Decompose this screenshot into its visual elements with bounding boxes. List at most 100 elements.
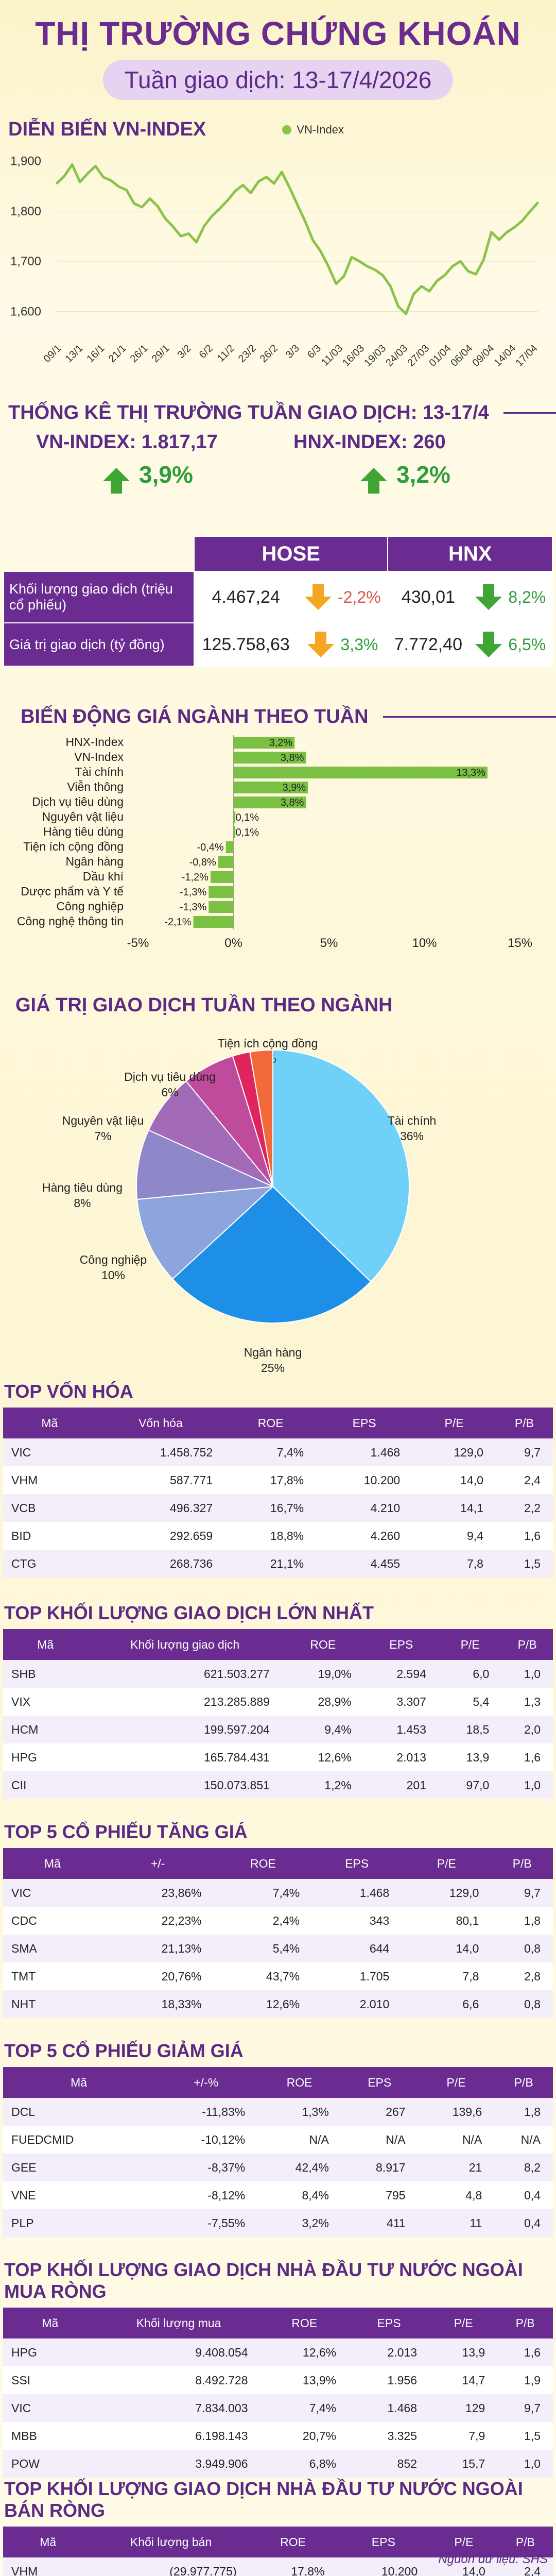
data-point	[467, 270, 469, 273]
table-cell: 7,4%	[260, 2394, 349, 2422]
x-tick-label: 3/3	[284, 343, 302, 361]
column-header: Khối lượng mua	[97, 2308, 260, 2338]
table-cell: 2,4%	[214, 1907, 312, 1935]
data-point	[514, 226, 516, 228]
section-title: TOP 5 CỔ PHIẾU TĂNG GIÁ	[4, 1821, 248, 1842]
table-cell: 8.492.728	[97, 2366, 260, 2394]
table-cell: 10.200	[316, 1466, 413, 1494]
column-header: +/-%	[154, 2067, 258, 2098]
pie-section: GIÁ TRỊ GIAO DỊCH TUẦN THEO NGÀNH Tài ch…	[0, 994, 556, 1381]
table-cell: 1.458.752	[96, 1438, 225, 1466]
table-cell: 9,7	[491, 1879, 553, 1907]
stock-table: Mã +/- ROE EPS P/E P/B VIC 23,86% 7,4% 1.468 129,0…	[3, 1848, 553, 2018]
table-row: MBB 6.198.143 20,7% 3.325 7,9 1,5	[3, 2422, 553, 2450]
data-point	[451, 265, 454, 267]
data-point	[94, 165, 96, 167]
data-label: 3,2%	[269, 737, 293, 749]
stats-section: THỐNG KÊ THỊ TRƯỜNG TUẦN GIAO DỊCH: 13-1…	[0, 402, 556, 536]
data-point	[149, 197, 151, 199]
table-row: SHB 621.503.277 19,0% 2.594 6,0 1,0	[3, 1660, 553, 1688]
table-cell: 14,1	[412, 1494, 496, 1522]
x-tick-label: 3/2	[176, 343, 194, 361]
data-point	[242, 184, 244, 186]
table-cell: VIX	[3, 1688, 88, 1716]
data-point	[327, 265, 329, 267]
data-point	[335, 283, 337, 285]
hnxindex-change: 3,2%	[396, 461, 450, 488]
table-cell: 2,4	[497, 2557, 553, 2576]
table-cell: 3.307	[363, 1688, 439, 1716]
table-cell: 201	[363, 1771, 439, 1799]
data-point	[164, 217, 166, 219]
data-point	[421, 285, 423, 287]
bar	[210, 871, 234, 883]
table-cell: 6,0	[438, 1660, 502, 1688]
column-header: EPS	[349, 2308, 430, 2338]
x-tick-label: 23/2	[236, 343, 258, 365]
column-header: ROE	[225, 1408, 317, 1438]
y-tick-label: 1,800	[10, 205, 41, 218]
table-cell: 1,6	[497, 2338, 553, 2366]
data-point	[219, 208, 221, 210]
table-cell: 852	[349, 2450, 430, 2478]
bar	[225, 841, 234, 853]
table-cell: 292.659	[96, 1522, 225, 1550]
page-title: THỊ TRƯỜNG CHỨNG KHOÁN	[35, 15, 521, 52]
table-cell: 10.200	[337, 2557, 430, 2576]
table-cell: HPG	[3, 2338, 97, 2366]
table-cell: 1.453	[363, 1716, 439, 1743]
data-point	[250, 192, 252, 194]
section-title: TOP KHỐI LƯỢNG GIAO DỊCH NHÀ ĐẦU TƯ NƯỚC…	[4, 2259, 523, 2302]
table-cell: 496.327	[96, 1494, 225, 1522]
x-tick-label: 16/03	[340, 343, 367, 369]
column-header: ROE	[257, 2067, 341, 2098]
data-point	[141, 206, 143, 208]
data-point	[475, 273, 477, 275]
table-row: VIC 7.834.003 7,4% 1.468 129 9,7	[3, 2394, 553, 2422]
table-cell: 1,8	[491, 1907, 553, 1935]
table-cell: 28,9%	[282, 1688, 364, 1716]
table-row: VNE -8,12% 8,4% 795 4,8 0,4	[3, 2181, 553, 2209]
data-label: 3,8%	[281, 797, 304, 808]
data-point	[227, 199, 229, 201]
table-cell: 18,8%	[225, 1522, 317, 1550]
data-point	[381, 274, 384, 276]
data-point	[351, 256, 353, 258]
table-cell: 9,4%	[282, 1716, 364, 1743]
slice-percent: 25%	[261, 1361, 285, 1375]
table-cell: 1.705	[312, 1962, 402, 1990]
table-cell: 3,2%	[257, 2209, 341, 2237]
table-cell: 3.949.906	[97, 2450, 260, 2478]
category-label: HNX-Index	[66, 735, 124, 749]
bar	[233, 796, 306, 808]
data-point	[312, 239, 314, 241]
pie-slice	[136, 1185, 274, 1280]
data-label: 3,9%	[283, 782, 306, 793]
category-label: VN-Index	[74, 750, 124, 764]
arrow-up-icon	[360, 468, 387, 494]
column-header: ROE	[249, 2527, 337, 2557]
category-label: Tài chính	[75, 765, 124, 778]
category-label: Dịch vụ tiêu dùng	[32, 795, 124, 808]
table-cell: 1,3	[501, 1688, 553, 1716]
table-cell: VCB	[3, 1494, 96, 1522]
x-tick-label: 26/1	[128, 343, 150, 365]
data-point	[358, 260, 360, 262]
column-header: P/E	[430, 2527, 498, 2557]
x-tick-label: 24/03	[384, 343, 410, 369]
table-cell: 18,5	[438, 1716, 502, 1743]
table-cell: 13,9	[438, 1743, 502, 1771]
table-cell: NHT	[3, 1990, 102, 2018]
table-cell: 2.013	[349, 2338, 430, 2366]
table-cell: VHM	[3, 2557, 93, 2576]
category-label: Công nghệ thông tin	[17, 914, 124, 928]
table-row: BID 292.659 18,8% 4.260 9,4 1,6	[3, 1522, 553, 1550]
table-cell: POW	[3, 2450, 97, 2478]
data-point	[397, 306, 399, 308]
column-header: EPS	[363, 1629, 439, 1660]
stock-table-block: TOP KHỐI LƯỢNG GIAO DỊCH LỚN NHẤT Mã Khối …	[0, 1602, 556, 1821]
table-cell: 213.285.889	[88, 1688, 282, 1716]
table-row: SMA 21,13% 5,4% 644 14,0 0,8	[3, 1935, 553, 1962]
bar	[233, 767, 488, 778]
